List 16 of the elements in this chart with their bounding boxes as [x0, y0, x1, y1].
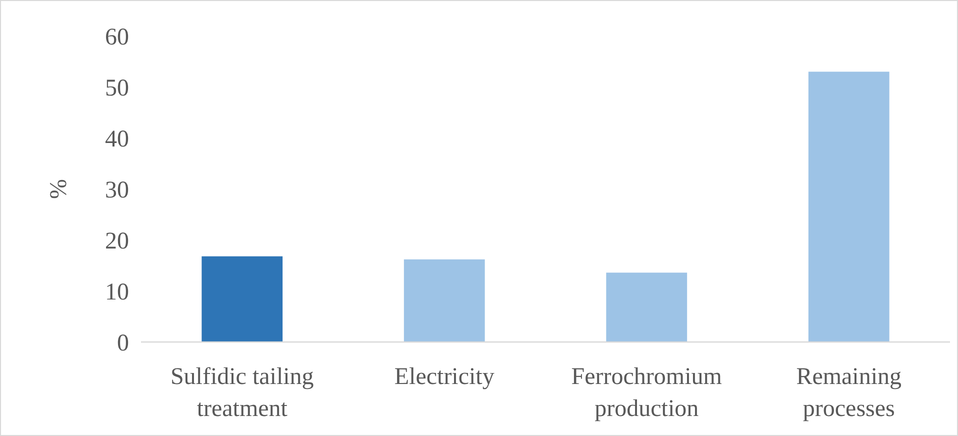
x-tick-label: Sulfidic tailing treatment — [170, 364, 314, 422]
bar — [404, 259, 485, 342]
y-tick-label: 40 — [105, 126, 129, 152]
y-axis-title: % — [46, 179, 72, 199]
y-tick-label: 60 — [105, 24, 129, 50]
x-tick-label: Ferrochromium production — [571, 364, 722, 422]
x-tick-label: Remaining processes — [796, 364, 902, 422]
y-tick-label: 20 — [105, 228, 129, 254]
y-tick-label: 0 — [117, 330, 129, 356]
y-tick-label: 10 — [105, 279, 129, 306]
bar — [606, 272, 688, 342]
y-tick-label: 50 — [105, 75, 129, 102]
bar — [202, 256, 283, 342]
y-tick-label: 30 — [105, 177, 129, 204]
x-tick-label: Electricity — [394, 364, 494, 390]
bar — [808, 72, 890, 342]
